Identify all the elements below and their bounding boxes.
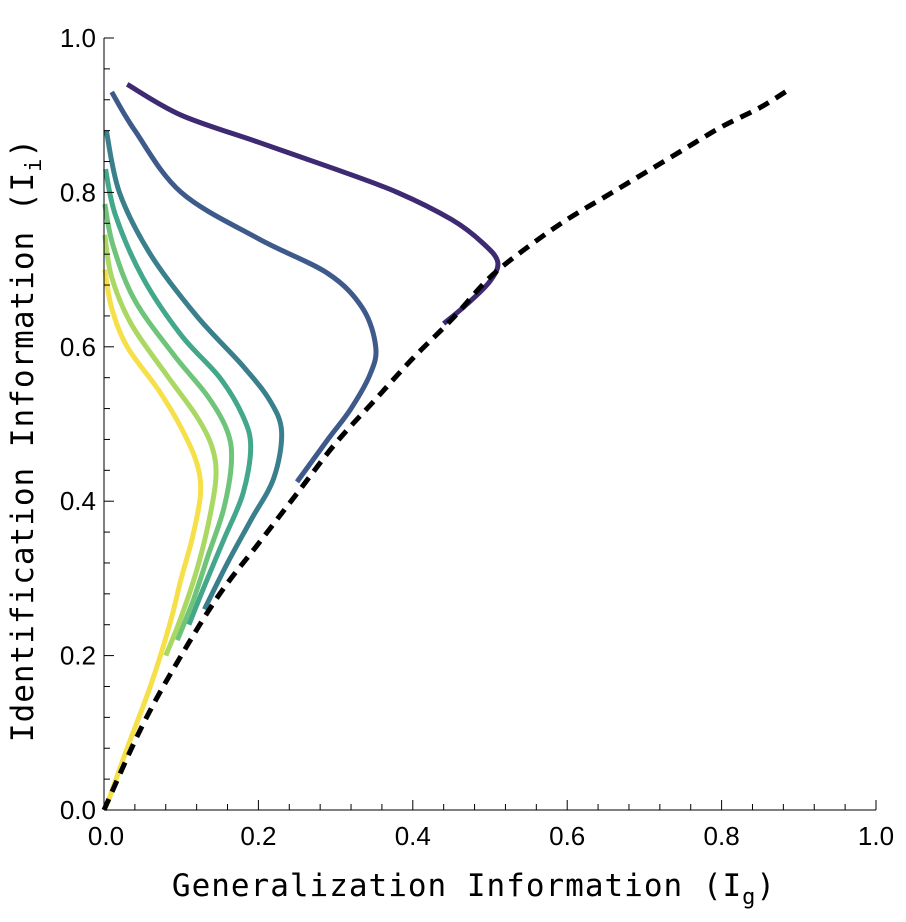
x-tick-label: 0.2 bbox=[240, 821, 276, 851]
x-tick-label: 0.8 bbox=[704, 821, 740, 851]
y-tick-label: 0.8 bbox=[60, 177, 96, 207]
y-tick-label: 0.0 bbox=[60, 795, 96, 825]
x-tick-label: 0.0 bbox=[88, 821, 124, 851]
x-tick-label: 0.6 bbox=[549, 821, 585, 851]
y-tick-label: 0.2 bbox=[60, 641, 96, 671]
y-tick-label: 0.6 bbox=[60, 332, 96, 362]
series-line-1 bbox=[125, 82, 501, 326]
series-line-3 bbox=[103, 130, 285, 611]
series-line-5 bbox=[102, 203, 235, 642]
y-axis-title: Identification Information (Ii) bbox=[5, 138, 47, 742]
x-tick-label: 1.0 bbox=[858, 821, 894, 851]
x-axis-title: Generalization Information (Ig) bbox=[172, 868, 776, 910]
y-tick-label: 1.0 bbox=[60, 23, 96, 53]
series-line-4 bbox=[103, 168, 254, 626]
y-tick-label: 0.4 bbox=[60, 486, 96, 516]
series-line-7 bbox=[102, 269, 204, 804]
frontier-dashed-line bbox=[101, 86, 793, 812]
axes: 0.0 0.2 0.4 0.6 0.8 1.0 0.0 0.2 0.4 0.6 0.8 1.0 bbox=[60, 23, 894, 851]
series-line-2 bbox=[109, 90, 379, 484]
series-line-6 bbox=[102, 234, 219, 657]
plot-area bbox=[101, 82, 793, 812]
x-tick-label: 0.4 bbox=[395, 821, 431, 851]
